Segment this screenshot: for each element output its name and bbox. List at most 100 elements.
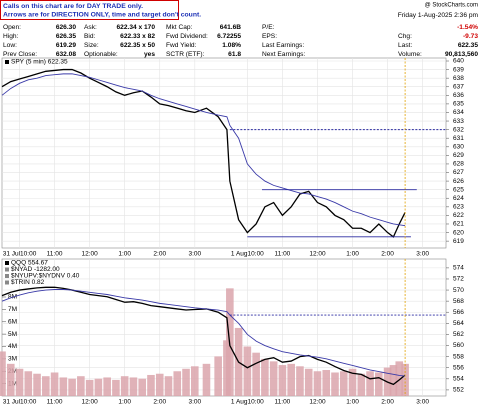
- x-tick-label: 1 Aug10:00: [231, 399, 264, 406]
- quote-value: 622.33 x 82: [120, 33, 155, 40]
- y-tick-label: 574: [453, 265, 464, 272]
- y-tick-label: 554: [453, 376, 464, 383]
- quote-value: 61.8: [228, 51, 241, 58]
- legend-label: $NYUPV:$NYDNV 0.40: [11, 273, 80, 280]
- y-tick-label: 638: [453, 75, 464, 82]
- volume-bar: [42, 376, 50, 396]
- y-tick-label: 6M: [8, 318, 17, 325]
- y-tick-label: 631: [453, 135, 464, 142]
- y-tick-label: 552: [453, 387, 464, 394]
- quote-value: 6.72255: [217, 33, 241, 40]
- y-tick-label: 572: [453, 276, 464, 283]
- volume-bar: [85, 379, 94, 396]
- quote-value: -1.54%: [457, 24, 478, 31]
- y-tick-label: 622: [453, 212, 464, 219]
- volume-bar: [138, 378, 147, 396]
- x-tick-label: 2:00: [153, 251, 166, 258]
- volume-bar: [50, 372, 59, 396]
- series-line: [1, 68, 406, 238]
- volume-bar: [112, 379, 120, 396]
- quote-value: yes: [144, 51, 155, 58]
- volume-bar: [0, 351, 6, 396]
- quote-label: Optionable:: [84, 51, 118, 58]
- quote-value: 626.30: [56, 24, 77, 31]
- y-tick-label: 629: [453, 152, 464, 159]
- quote-label: Bid:: [84, 33, 96, 40]
- legend-label: $TRIN 0.82: [11, 279, 45, 286]
- volume-bar: [202, 363, 211, 396]
- volume-bar: [190, 366, 199, 396]
- volume-bar: [164, 376, 173, 396]
- volume-bar: [155, 373, 164, 396]
- note-line: Calls on this chart are for DAY TRADE on…: [3, 3, 143, 10]
- y-tick-label: 630: [453, 143, 464, 150]
- y-tick-label: 625: [453, 186, 464, 193]
- quote-label: SCTR (ETF):: [166, 51, 205, 58]
- x-tick-label: 1:00: [346, 251, 359, 258]
- volume-bar: [15, 368, 24, 396]
- y-tick-label: 636: [453, 92, 464, 99]
- quote-label: Last Earnings:: [262, 42, 304, 49]
- y-tick-label: 632: [453, 126, 464, 133]
- volume-bar: [269, 361, 278, 396]
- y-tick-label: 634: [453, 109, 464, 116]
- legend-swatch: [5, 274, 9, 278]
- quote-value: 1.08%: [222, 42, 241, 49]
- y-tick-label: 624: [453, 195, 464, 202]
- volume-bar: [59, 377, 68, 396]
- legend-swatch: [5, 280, 9, 285]
- y-tick-label: 620: [453, 229, 464, 236]
- y-tick-label: 639: [453, 66, 464, 73]
- legend-swatch: [5, 261, 9, 265]
- volume-bar: [120, 376, 129, 396]
- quote-label: Low:: [3, 42, 17, 49]
- volume-bar: [287, 363, 295, 396]
- volume-bar: [261, 358, 269, 396]
- y-tick-label: 560: [453, 342, 464, 349]
- x-tick-label: 31 Jul10:00: [3, 399, 37, 406]
- y-tick-label: 566: [453, 309, 464, 316]
- y-tick-label: 7M: [8, 306, 17, 313]
- quote-value: 619.29: [56, 42, 77, 49]
- quote-label: Fwd Yield:: [166, 42, 197, 49]
- series-line: [1, 73, 406, 227]
- y-tick-label: 619: [453, 238, 464, 245]
- y-tick-label: 621: [453, 221, 464, 228]
- legend-label: SPY (5 min) 622.35: [11, 59, 68, 66]
- y-tick-label: 626: [453, 178, 464, 185]
- quote-label: P/E:: [262, 24, 275, 31]
- volume-bar: [339, 371, 348, 396]
- volume-bar: [357, 373, 366, 396]
- breadth-panel: 31 Jul10:00 11:00 12:00 1:00 2:00 3:00 1 Aug10…: [0, 258, 464, 406]
- plot-frame: [1, 57, 447, 249]
- quote-label: Size:: [84, 42, 99, 49]
- volume-bar: [296, 366, 304, 396]
- legend-swatch: [5, 60, 9, 64]
- volume-bar: [243, 346, 252, 396]
- x-tick-label: 1:00: [118, 251, 131, 258]
- volume-bar: [304, 368, 313, 396]
- volume-bar: [331, 372, 339, 396]
- volume-bar: [395, 361, 404, 396]
- x-tick-label: 11:00: [275, 251, 291, 258]
- x-tick-label: 1 Aug10:00: [231, 251, 264, 258]
- y-tick-label: 4M: [8, 343, 17, 350]
- volume-bar: [252, 352, 260, 396]
- y-tick-label: 558: [453, 353, 464, 360]
- x-tick-label: 2:00: [153, 399, 166, 406]
- y-tick-label: 556: [453, 364, 464, 371]
- x-tick-label: 12:00: [81, 399, 98, 406]
- volume-bar: [24, 371, 33, 396]
- y-tick-label: 570: [453, 287, 464, 294]
- x-tick-label: 11:00: [275, 399, 291, 406]
- quote-label: Volume:: [398, 51, 422, 58]
- y-tick-label: 637: [453, 83, 464, 90]
- x-tick-label: 12:00: [309, 399, 326, 406]
- volume-bar: [375, 372, 383, 396]
- x-tick-label: 3:00: [188, 251, 201, 258]
- y-tick-label: 568: [453, 298, 464, 305]
- volume-bar: [278, 365, 287, 396]
- y-tick-label: 635: [453, 101, 464, 108]
- quote-label: High:: [3, 33, 19, 40]
